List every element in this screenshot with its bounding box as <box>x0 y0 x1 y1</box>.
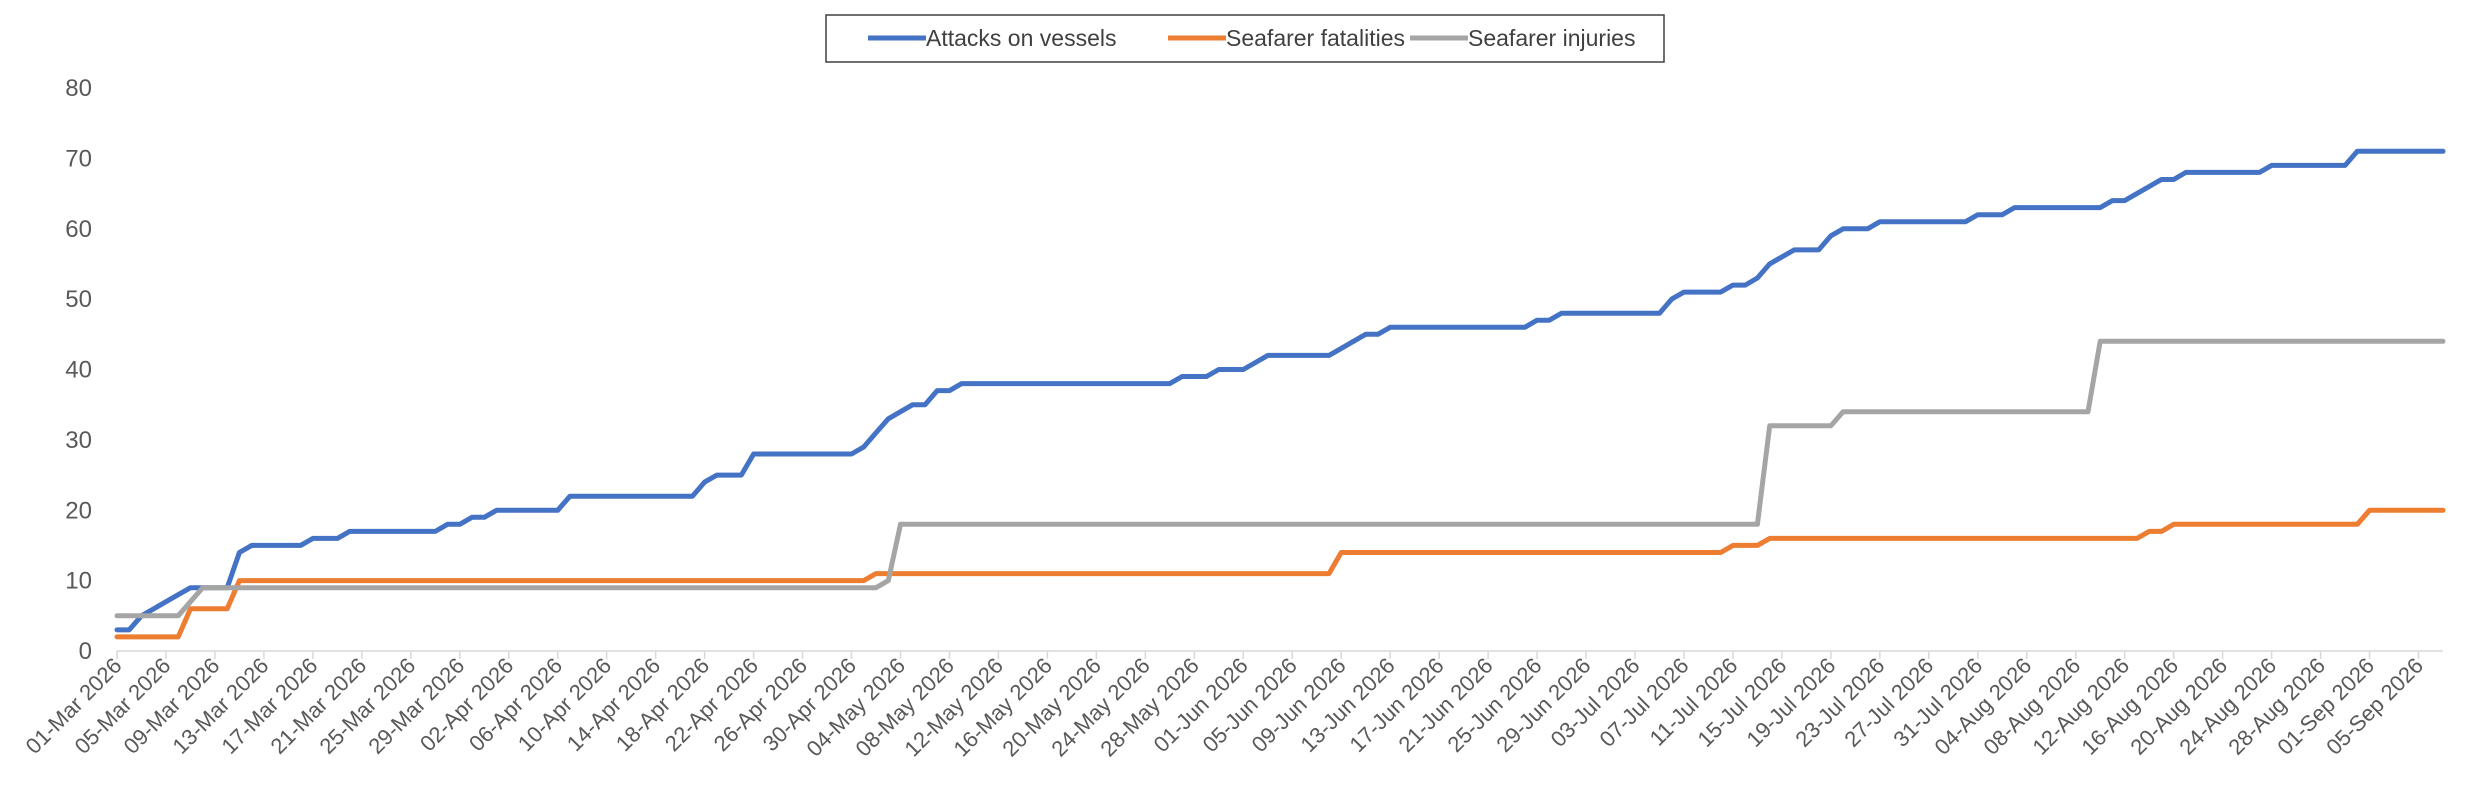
y-tick-label: 50 <box>65 286 92 313</box>
legend-label: Seafarer injuries <box>1468 25 1635 51</box>
y-tick-label: 30 <box>65 427 92 454</box>
y-axis-ticks: 0 10 20 30 40 50 60 70 80 <box>65 75 92 665</box>
legend-label: Attacks on vessels <box>926 25 1116 51</box>
y-tick-label: 60 <box>65 216 92 243</box>
legend-box <box>825 14 1665 63</box>
series-line-1 <box>114 148 2446 633</box>
legend-label: Seafarer fatalities <box>1226 25 1405 51</box>
y-tick-label: 0 <box>79 638 92 665</box>
series-layer <box>114 148 2446 640</box>
chart-legend: Attacks on vessels Seafarer fatalities Sea… <box>825 14 1665 63</box>
y-tick-label: 70 <box>65 145 92 172</box>
series-line-3 <box>114 338 2446 619</box>
series-line-2 <box>114 507 2446 640</box>
y-tick-label: 10 <box>65 568 92 595</box>
y-tick-label: 80 <box>65 75 92 102</box>
y-tick-label: 20 <box>65 497 92 524</box>
y-tick-label: 40 <box>65 357 92 384</box>
